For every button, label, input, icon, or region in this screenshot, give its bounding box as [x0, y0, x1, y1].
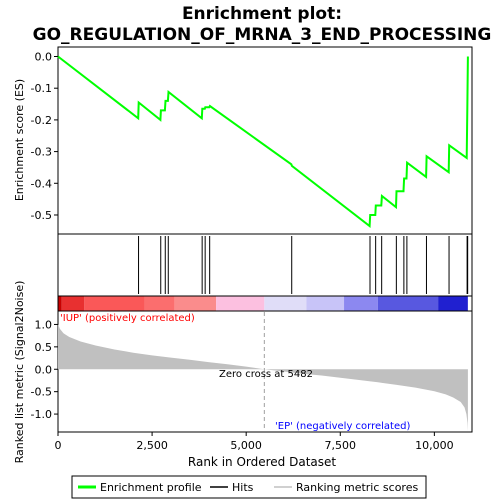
legend-hits-label: Hits	[232, 481, 254, 494]
ranking-metric-area	[58, 324, 468, 432]
ranking-y-tick-label: -0.5	[31, 386, 52, 399]
x-axis-label: Rank in Ordered Dataset	[188, 455, 336, 469]
chart-title-line-1: Enrichment plot:	[182, 4, 342, 24]
zero-cross-label: Zero cross at 5482	[219, 369, 313, 380]
es-y-axis-label: Enrichment score (ES)	[13, 79, 26, 201]
color-bar-segment	[216, 296, 265, 311]
x-tick-label: 7,500	[325, 439, 357, 452]
es-y-ticks: 0.0 -0.1 -0.2 -0.3 -0.4 -0.5	[31, 51, 58, 222]
es-y-tick-label: -0.1	[31, 82, 52, 95]
x-axis-ticks: 0 2,500 5,000 7,500 10,000	[55, 432, 454, 452]
es-y-tick-label: 0.0	[35, 51, 53, 64]
es-y-tick-label: -0.4	[31, 177, 52, 190]
legend: Enrichment profile Hits Ranking metric s…	[71, 475, 427, 499]
es-y-tick-label: -0.5	[31, 209, 52, 222]
ranking-panel: 1.0 0.5 0.0 -0.5 -1.0 'IUP' (positively corr…	[13, 281, 473, 464]
es-y-tick-label: -0.2	[31, 114, 52, 127]
hit-markers	[138, 236, 469, 294]
es-y-tick-label: -0.3	[31, 146, 52, 159]
color-bar	[57, 295, 473, 312]
x-tick-label: 2,500	[136, 439, 168, 452]
es-panel-frame	[57, 46, 473, 235]
legend-ranking-label: Ranking metric scores	[296, 481, 418, 494]
x-tick-label: 0	[55, 439, 62, 452]
hits-panel-frame	[57, 233, 473, 297]
ranking-y-ticks: 1.0 0.5 0.0 -0.5 -1.0	[31, 318, 58, 421]
ranking-y-tick-label: -1.0	[31, 408, 52, 421]
ranking-y-tick-label: 0.5	[35, 341, 53, 354]
color-bar-segment	[58, 296, 62, 311]
color-bar-segment	[344, 296, 378, 311]
ranking-y-axis-label: Ranked list metric (Signal2Noise)	[13, 281, 26, 464]
x-tick-label: 10,000	[415, 439, 454, 452]
color-bar-segment	[174, 296, 217, 311]
color-bar-segment	[438, 296, 468, 311]
color-bar-segment	[61, 296, 85, 311]
chart-title-line-2: GO_REGULATION_OF_MRNA_3_END_PROCESSING	[33, 25, 492, 45]
color-bar-segment	[264, 296, 307, 311]
color-bar-segment	[84, 296, 145, 311]
ranking-y-tick-label: 1.0	[35, 318, 53, 331]
ranking-y-tick-label: 0.0	[35, 363, 53, 376]
legend-box	[71, 475, 427, 499]
color-bar-segment	[144, 296, 175, 311]
enrichment-profile-line	[57, 55, 469, 229]
color-bar-segments	[58, 296, 468, 311]
negative-correlation-label: 'EP' (negatively correlated)	[275, 421, 410, 432]
color-bar-segment	[306, 296, 345, 311]
color-bar-segment	[377, 296, 439, 311]
positive-correlation-label: 'IUP' (positively correlated)	[60, 313, 195, 324]
x-tick-label: 5,000	[230, 439, 262, 452]
hits-panel	[57, 233, 473, 297]
legend-enrichment-label: Enrichment profile	[100, 481, 202, 494]
es-panel: 0.0 -0.1 -0.2 -0.3 -0.4 -0.5 Enrichment score…	[13, 46, 473, 235]
